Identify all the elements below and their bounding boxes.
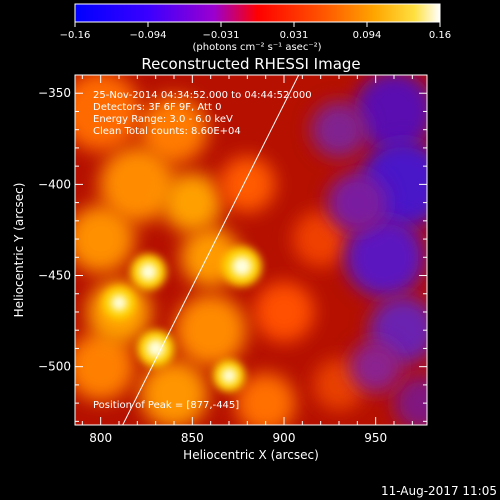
heat-blob xyxy=(292,211,349,268)
x-tick-label: 800 xyxy=(89,431,112,445)
source-core xyxy=(110,294,128,311)
annotation-time-range: 25-Nov-2014 04:34:52.000 to 04:44:52.000 xyxy=(93,90,312,101)
heat-blob xyxy=(75,332,135,401)
source-core xyxy=(146,339,165,358)
heat-blob xyxy=(140,360,208,425)
annotation-detectors: Detectors: 3F 6F 9F, Att 0 xyxy=(93,102,221,113)
heat-blob xyxy=(235,373,296,425)
y-axis: −350 −400 −450 −500 xyxy=(38,74,427,422)
solar-limb-line xyxy=(122,75,300,425)
colorbar-tick-label: −0.094 xyxy=(129,30,166,41)
chart-title: Reconstructed RHESSI Image xyxy=(141,55,360,73)
cool-blob xyxy=(311,101,367,158)
heat-blob xyxy=(75,75,141,152)
cool-layer xyxy=(311,75,427,425)
annotation-energy-range: Energy Range: 3.0 - 6.0 keV xyxy=(93,114,233,125)
colorbar-tick-label: 0.094 xyxy=(353,30,382,41)
heat-layer xyxy=(75,75,365,425)
footer-timestamp: 11-Aug-2017 11:05 xyxy=(381,484,497,498)
source-core xyxy=(221,368,237,384)
source-layer xyxy=(102,246,262,393)
cool-blob xyxy=(393,375,427,425)
plot-frame xyxy=(74,74,428,426)
colorbar-ticks: −0.16 −0.094 −0.031 0.031 0.094 0.16 xyxy=(60,22,451,41)
heat-blob xyxy=(162,172,223,233)
colorbar-gradient xyxy=(74,3,441,23)
heat-blob xyxy=(99,146,176,223)
peak-position-label: Position of Peak = [877,-445] xyxy=(93,400,239,411)
cool-blob xyxy=(349,340,402,393)
heat-blob xyxy=(140,95,208,164)
cool-blob xyxy=(327,172,388,233)
observation-annotations: 25-Nov-2014 04:34:52.000 to 04:44:52.000… xyxy=(93,90,312,137)
y-tick-label: −450 xyxy=(38,269,71,283)
source-core xyxy=(139,263,158,281)
colorbar-tick-label: −0.031 xyxy=(202,30,239,41)
colorbar-tick-label: −0.16 xyxy=(60,30,91,41)
x-tick-label: 850 xyxy=(181,431,204,445)
heat-blob xyxy=(219,156,276,213)
x-tick-label: 900 xyxy=(273,431,296,445)
colorbar-units-label: (photons cm⁻² s⁻¹ asec⁻²) xyxy=(192,42,321,53)
cool-blob xyxy=(344,217,425,298)
colorbar-tick-label: 0.031 xyxy=(280,30,309,41)
cool-blob xyxy=(354,75,427,152)
x-tick-label: 950 xyxy=(364,431,387,445)
annotation-counts: Clean Total counts: 8.60E+04 xyxy=(93,126,241,137)
x-axis: 800 850 900 950 xyxy=(81,75,413,445)
colorbar: −0.16 −0.094 −0.031 0.031 0.094 0.16 (photons… xyxy=(60,3,451,53)
y-tick-label: −500 xyxy=(38,360,71,374)
heat-blob xyxy=(174,294,247,367)
y-axis-label: Heliocentric Y (arcsec) xyxy=(12,183,26,318)
colorbar-tick-label: 0.16 xyxy=(429,30,451,41)
heat-blob xyxy=(254,281,314,342)
heat-blob xyxy=(75,205,135,274)
x-axis-label: Heliocentric X (arcsec) xyxy=(183,448,319,462)
y-tick-label: −350 xyxy=(38,86,71,100)
source-core xyxy=(231,256,252,277)
y-tick-label: −400 xyxy=(38,177,71,191)
heatmap-image xyxy=(75,75,427,425)
